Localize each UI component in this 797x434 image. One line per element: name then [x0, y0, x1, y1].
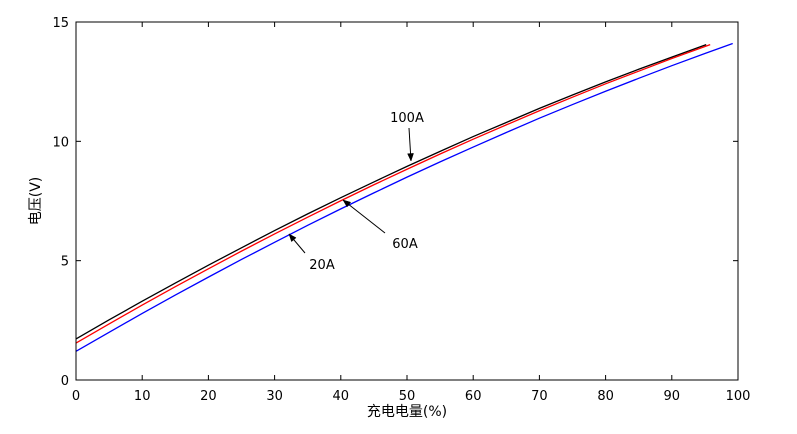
y-tick-label: 10 — [52, 135, 69, 150]
annotation-layer: 100A 60A 20A — [288, 111, 424, 273]
plot-frame — [75, 21, 739, 381]
x-tick-label: 100 — [726, 389, 751, 404]
annotation-label-60A: 60A — [392, 237, 418, 252]
y-axis-label: 电压(V) — [28, 177, 44, 226]
annotation-arrowhead-100A — [407, 153, 414, 162]
annotation-arrow-60A — [342, 199, 386, 234]
x-tick-label: 60 — [465, 389, 482, 404]
y-tick-label: 15 — [52, 16, 69, 31]
series-line-60A — [75, 44, 711, 344]
x-axis-label: 充电电量(%) — [367, 404, 447, 420]
axes-layer: 0 10 20 30 40 50 60 70 80 90 100 0 5 10 15 — [52, 16, 750, 404]
x-tick-label: 10 — [134, 389, 151, 404]
x-tick-label: 80 — [597, 389, 614, 404]
x-tick-label: 0 — [72, 389, 80, 404]
annotation-label-100A: 100A — [390, 111, 424, 126]
x-tick-label: 30 — [266, 389, 283, 404]
x-tick-label: 90 — [664, 389, 681, 404]
x-tick-label: 40 — [333, 389, 350, 404]
annotation-arrowhead-60A — [342, 199, 352, 208]
annotation-label-20A: 20A — [309, 258, 335, 273]
series-layer — [75, 42, 733, 352]
series-line-20A — [75, 42, 733, 352]
annotation-arrowhead-20A — [288, 233, 297, 243]
y-tick-label: 5 — [61, 255, 69, 270]
x-tick-label: 50 — [399, 389, 416, 404]
x-tick-label: 20 — [200, 389, 217, 404]
x-tick-label: 70 — [531, 389, 548, 404]
y-tick-label: 0 — [61, 374, 69, 389]
series-line-100A — [75, 44, 707, 340]
